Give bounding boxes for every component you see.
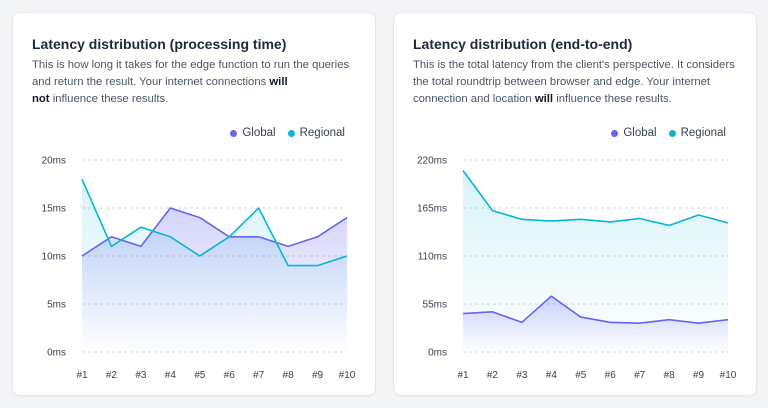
y-tick-label: 110ms <box>418 252 447 263</box>
x-tick-label: #10 <box>720 370 737 381</box>
x-tick-label: #1 <box>76 370 88 381</box>
y-tick-label: 55ms <box>423 300 447 311</box>
legend-item-global[interactable]: Global <box>611 127 657 139</box>
x-tick-label: #3 <box>135 370 147 381</box>
x-tick-label: #2 <box>106 370 118 381</box>
legend-label-global: Global <box>623 127 657 139</box>
y-tick-label: 165ms <box>417 204 447 215</box>
description-text: This is the total latency from the clien… <box>413 59 735 105</box>
x-tick-label: #6 <box>224 370 236 381</box>
end-to-end-latency-card: Latency distribution (end-to-end) This i… <box>393 12 757 396</box>
legend-dot-global <box>230 129 238 137</box>
y-tick-label: 10ms <box>42 252 66 263</box>
chart-legend: Global Regional <box>611 127 726 139</box>
x-tick-label: #8 <box>283 370 295 381</box>
card-description: This is how long it takes for the edge f… <box>32 57 362 108</box>
y-tick-label: 15ms <box>42 204 66 215</box>
series-area-global <box>82 208 347 352</box>
legend-dot-global <box>611 129 619 137</box>
description-emphasis-will: will <box>269 76 288 88</box>
y-tick-label: 20ms <box>42 156 66 167</box>
legend-dot-regional <box>668 129 676 137</box>
y-tick-label: 220ms <box>417 156 447 167</box>
processing-latency-chart: 0ms 5ms 10ms 15ms 20ms #1 #2 #3 #4 #5 #6 #7 #8 #9 #10 <box>42 156 356 382</box>
series-line-global <box>81 207 348 257</box>
x-tick-label: #10 <box>339 370 356 381</box>
series-area-global <box>463 296 728 352</box>
x-tick-label: #8 <box>664 370 676 381</box>
x-tick-label: #9 <box>312 370 324 381</box>
x-tick-label: #5 <box>194 370 206 381</box>
x-tick-label: #6 <box>605 370 617 381</box>
x-tick-label: #7 <box>634 370 646 381</box>
card-description: This is the total latency from the clien… <box>413 57 743 108</box>
card-title: Latency distribution (processing time) <box>32 36 287 52</box>
series-area-regional <box>463 170 728 352</box>
legend-dot-regional <box>287 129 295 137</box>
y-tick-label: 0ms <box>428 348 447 359</box>
legend-item-global[interactable]: Global <box>230 127 276 139</box>
legend-item-regional[interactable]: Regional <box>668 127 726 139</box>
x-tick-label: #9 <box>693 370 705 381</box>
chart-legend: Global Regional <box>230 127 345 139</box>
x-tick-label: #3 <box>516 370 528 381</box>
description-text-end: influence these results. <box>553 93 672 105</box>
legend-label-regional: Regional <box>299 127 345 139</box>
description-emphasis-will: will <box>534 93 554 105</box>
x-tick-label: #7 <box>253 370 265 381</box>
x-tick-label: #1 <box>457 370 469 381</box>
end-to-end-latency-chart: 0ms 55ms 110ms 165ms 220ms #1 #2 #3 #4 #5 #6 #7 #8 #9… <box>417 156 737 382</box>
x-tick-label: #4 <box>165 370 177 381</box>
description-text: This is how long it takes for the edge f… <box>32 59 350 88</box>
card-title: Latency distribution (end-to-end) <box>413 36 633 52</box>
series-line-regional <box>81 178 348 267</box>
x-tick-label: #2 <box>487 370 499 381</box>
legend-item-regional[interactable]: Regional <box>287 127 345 139</box>
description-emphasis-not: not <box>32 93 50 105</box>
description-text-end: influence these results. <box>49 93 169 105</box>
series-line-regional <box>462 169 729 227</box>
legend-label-regional: Regional <box>680 127 726 139</box>
y-tick-label: 0ms <box>47 348 66 359</box>
legend-label-global: Global <box>242 127 276 139</box>
x-tick-label: #4 <box>546 370 558 381</box>
y-tick-label: 5ms <box>47 300 66 311</box>
processing-latency-card: Latency distribution (processing time) T… <box>12 12 376 396</box>
series-line-global <box>462 295 729 324</box>
x-tick-label: #5 <box>575 370 587 381</box>
